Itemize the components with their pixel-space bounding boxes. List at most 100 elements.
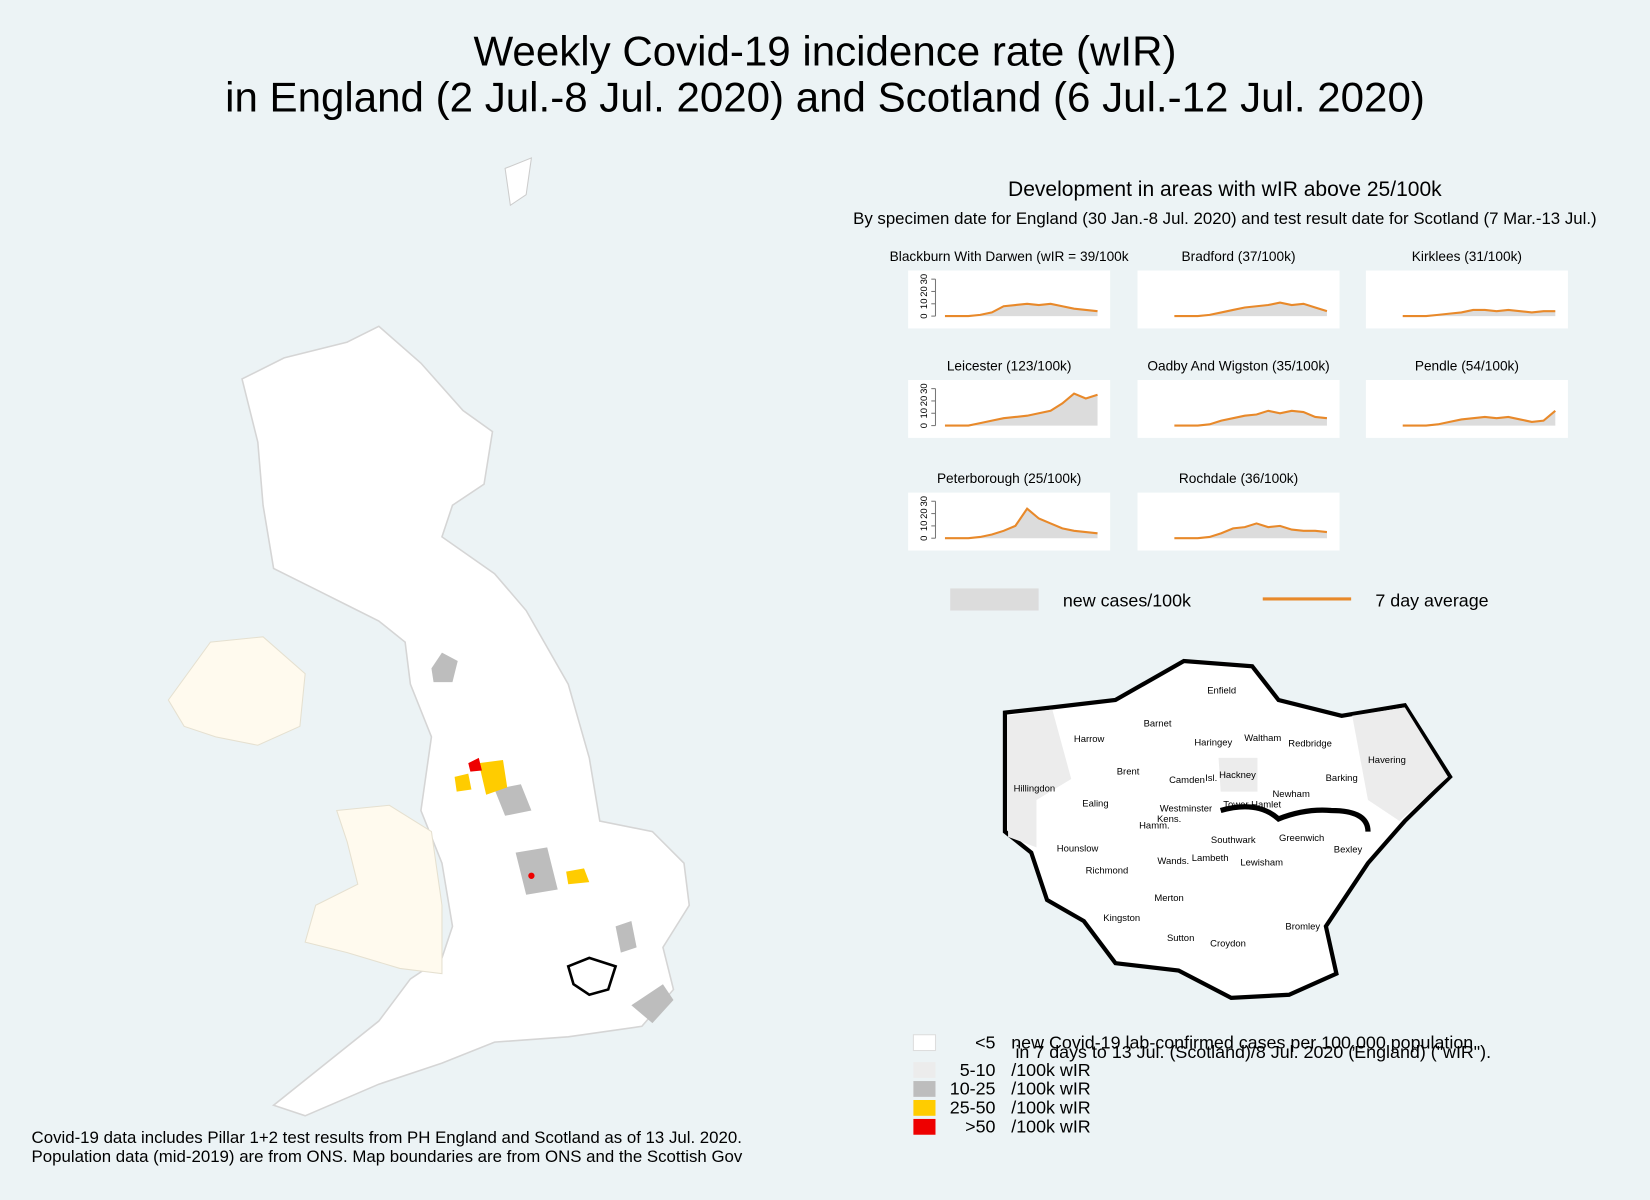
area [1174,523,1327,539]
area-grey [431,652,458,683]
panel-background [908,270,1111,329]
y-tick-label: 20 [919,286,930,297]
legend-description: new Covid-19 lab-confirmed cases per 100… [1011,1032,1473,1052]
borough-label: Harrow [1074,734,1105,745]
legend-swatch [912,1034,937,1052]
panel-title: Leicester (123/100k) [947,359,1072,374]
legend-label: new cases/100k [1063,590,1191,610]
y-tick-label: 10 [919,521,930,532]
panel-title: Peterborough (25/100k) [937,471,1081,486]
panel-background [908,492,1111,551]
borough-label: Hamm. [1139,820,1170,831]
borough-label: Hackney [1219,770,1256,781]
panel-title: Bradford (37/100k) [1182,249,1296,264]
y-tick-label: 10 [919,299,930,310]
y-tick-label: 20 [919,396,930,407]
legend-swatch [913,1118,936,1135]
panel-background [1137,270,1340,329]
legend-description: /100k wIR [1011,1117,1091,1137]
borough-label: Sutton [1167,933,1194,944]
legend-range: >50 [965,1117,995,1137]
panel-title: Oadby And Wigston (35/100k) [1147,359,1329,374]
borough-label: Lambeth [1192,853,1229,864]
panel-title: Pendle (54/100k) [1415,359,1519,374]
borough-label: Brent [1117,767,1140,778]
area-red [468,757,482,772]
borough-label: Tower Hamlet [1223,799,1281,810]
uk-map [167,157,691,1117]
borough-label: Havering [1368,755,1406,766]
area [1174,410,1327,426]
borough-label: Ealing [1082,798,1108,809]
title-line: Weekly Covid-19 incidence rate (wIR) [473,27,1176,74]
y-tick-label: 20 [919,508,930,519]
borough-label: Richmond [1086,866,1129,877]
borough-label: Wands. [1157,856,1189,867]
borough-label: Camden [1169,775,1205,786]
legend-range: 10-25 [950,1079,996,1099]
sparklines-title: Development in areas with wIR above 25/1… [1008,178,1442,201]
title-line: in England (2 Jul.-8 Jul. 2020) and Scot… [225,74,1425,121]
legend-swatch-area [950,588,1039,611]
legend-description: /100k wIR [1011,1060,1091,1080]
borough-label: Newham [1272,789,1309,800]
northern-ireland [167,636,306,746]
footnote: Covid-19 data includes Pillar 1+2 test r… [32,1128,742,1147]
average-line [1402,308,1556,318]
legend-range: <5 [975,1032,995,1052]
panel-background [1365,380,1568,438]
area [944,393,1098,426]
panel-background [1137,492,1340,551]
borough-label: Bexley [1334,845,1363,856]
y-tick-label: 30 [919,274,930,285]
legend-swatch [913,1100,936,1116]
thames [1219,804,1371,832]
area [944,508,1098,539]
legend-note: in 7 days to 13 Jul. (Scotland)/8 Jul. 2… [1015,1042,1491,1062]
legend-range: 5-10 [960,1060,996,1080]
london-inset [1002,658,1453,1001]
borough-label: Haringey [1194,737,1232,748]
borough-label: Isl. [1205,773,1217,784]
area [1174,302,1327,317]
borough-label: Kingston [1103,913,1140,924]
panel-title: Kirklees (31/100k) [1412,249,1522,264]
borough-label: Barnet [1144,718,1172,729]
borough-label: Hounslow [1057,844,1099,855]
borough-grey [1218,757,1258,792]
panel-title: Rochdale (36/100k) [1179,471,1298,486]
average-line [1174,409,1328,427]
shetland [504,157,533,207]
legend-range: 25-50 [950,1098,996,1118]
average-line [1402,409,1556,427]
borough-grey [1352,707,1448,822]
area-grey [615,921,637,953]
borough-label: Barking [1326,773,1358,784]
borough-label: Bromley [1285,921,1320,932]
legend-description: /100k wIR [1011,1098,1091,1118]
borough-label: Greenwich [1279,833,1324,844]
y-tick-label: 30 [919,496,930,507]
legend-swatch [913,1081,936,1097]
area-yellow [454,773,472,792]
area-red [528,872,535,879]
y-tick-label: 0 [919,536,930,541]
area [944,303,1098,317]
average-line [944,392,1098,427]
area-yellow [566,868,590,885]
area-grey [515,847,558,895]
average-line [1174,522,1328,540]
average-line [944,302,1098,318]
legend-swatch [913,1062,936,1078]
borough-label: Southwark [1211,835,1256,846]
borough-label: Westminster [1160,804,1212,815]
footnote: Population data (mid-2019) are from ONS.… [32,1147,743,1166]
borough-label: Croydon [1210,938,1246,949]
average-line [944,507,1098,540]
panel-background [1365,270,1568,329]
borough-label: Merton [1154,893,1183,904]
borough-label: Kens. [1157,814,1181,825]
y-tick-label: 30 [919,383,930,394]
